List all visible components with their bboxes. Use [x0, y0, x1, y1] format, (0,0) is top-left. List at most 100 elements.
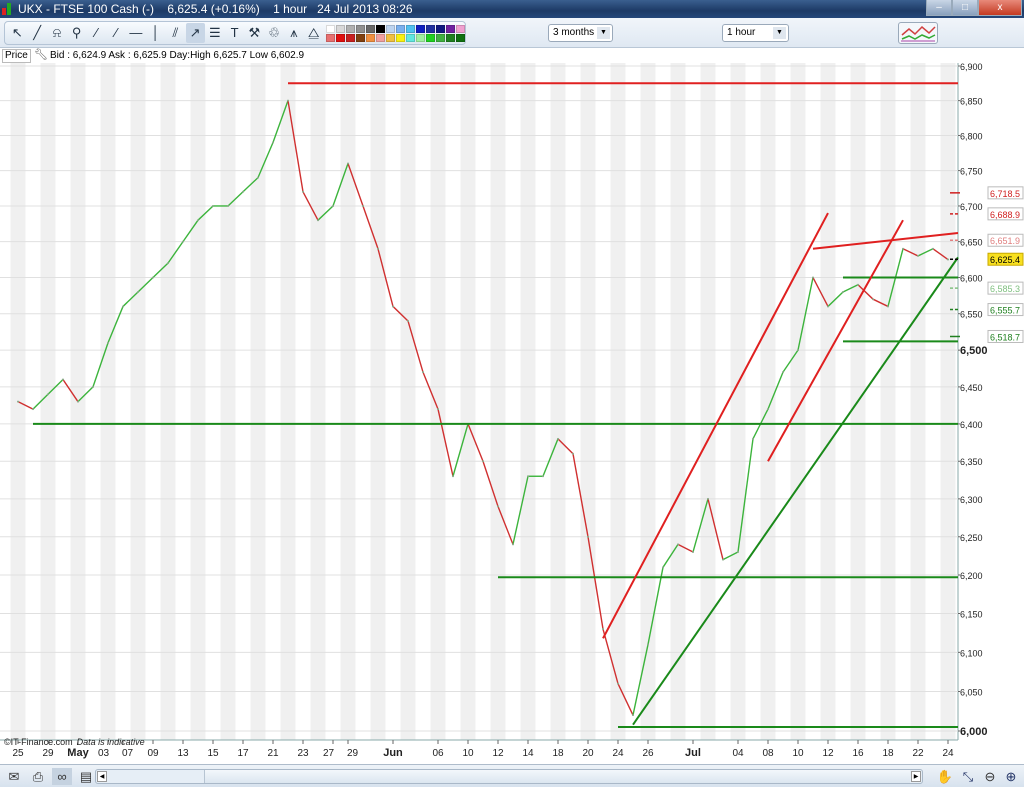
color-swatch[interactable]	[326, 24, 335, 33]
color-swatch[interactable]	[346, 33, 355, 42]
day-stripe	[640, 63, 656, 740]
trend-channel-icon[interactable]: ↗	[185, 23, 205, 43]
color-swatch[interactable]	[446, 24, 455, 33]
restore-button[interactable]: □	[952, 0, 978, 16]
indicators-button[interactable]	[898, 22, 938, 44]
price-segment	[347, 163, 364, 207]
export-icon[interactable]: ▤	[79, 769, 93, 784]
toolbar: ↖ ╱ ⍾ ⚲ ⁄ ∕ — │ ⫽ ↗ ☰ T ⚒ ♲ ⩚ ⧋ 3 months ▼ 1 hour ▼	[0, 18, 1024, 48]
text-icon[interactable]: T	[230, 25, 239, 40]
color-swatch[interactable]	[376, 33, 385, 42]
app-candlestick-icon	[2, 3, 14, 15]
color-swatch[interactable]	[336, 33, 345, 42]
x-tick-label: 23	[297, 748, 309, 759]
color-swatch[interactable]	[436, 24, 445, 33]
scroll-thumb[interactable]	[204, 770, 910, 783]
color-swatch[interactable]	[366, 24, 375, 33]
link-icon[interactable]: ∞	[52, 768, 72, 785]
price-segment	[572, 453, 589, 537]
print-icon[interactable]: ⎙	[32, 769, 44, 784]
price-chart[interactable]: 6,000 6,050 6,100 6,150 6,200 6,250 6,300 6,350…	[0, 63, 1024, 764]
pointer-icon[interactable]: ↖	[11, 25, 23, 40]
minimize-button[interactable]: –	[926, 0, 952, 16]
interval-select[interactable]: 1 hour ▼	[722, 24, 789, 42]
chart-scrollbar[interactable]: ◀ ▶	[95, 769, 923, 784]
color-swatch[interactable]	[436, 33, 445, 42]
color-swatch[interactable]	[356, 24, 365, 33]
wrench-icon[interactable]: 🔧︎	[34, 49, 48, 61]
parallel-lines-icon[interactable]: ⫽	[172, 25, 179, 40]
color-swatch[interactable]	[356, 33, 365, 42]
vertical-line-icon[interactable]: │	[151, 25, 160, 40]
price-point	[542, 475, 544, 478]
color-swatch[interactable]	[326, 33, 335, 42]
price-segment	[542, 438, 559, 477]
fibonacci-icon[interactable]: ☰	[209, 25, 221, 40]
color-swatch[interactable]	[446, 33, 455, 42]
color-swatch[interactable]	[416, 24, 425, 33]
magnifier-icon[interactable]: ⚲	[71, 25, 82, 40]
scroll-right-button[interactable]: ▶	[911, 771, 921, 782]
x-tick-label: 06	[432, 748, 444, 759]
color-swatch[interactable]	[386, 33, 395, 42]
price-segment	[422, 371, 439, 410]
price-segment	[197, 205, 214, 221]
zoom-out-icon[interactable]: ⊖	[984, 769, 996, 784]
trend-line-red-channel-upper	[767, 219, 904, 462]
price-point	[827, 305, 829, 308]
email-icon[interactable]: ✉	[8, 769, 20, 784]
trash-icon[interactable]: ♲	[268, 25, 280, 40]
zoom-in-icon[interactable]: ⊕	[1005, 769, 1017, 784]
y-tick-label: 6,050	[960, 688, 983, 698]
price-segment	[17, 401, 34, 410]
tools-icon[interactable]: ⚒	[248, 25, 261, 40]
y-tick-label: 6,650	[960, 238, 983, 248]
day-stripe	[790, 63, 806, 740]
period-value: 3 months	[553, 27, 595, 38]
price-label[interactable]: Price	[2, 49, 31, 63]
horizontal-line-icon[interactable]: —	[129, 25, 143, 40]
pattern-icon[interactable]: ⩚	[290, 25, 298, 40]
color-swatch[interactable]	[386, 24, 395, 33]
x-tick-label: 03	[98, 748, 110, 759]
y-tick-label: 6,400	[960, 420, 983, 430]
color-swatch[interactable]	[336, 24, 345, 33]
price-segment	[872, 298, 889, 308]
color-swatch[interactable]	[396, 33, 405, 42]
x-tick-label: 15	[207, 748, 219, 759]
color-swatch[interactable]	[406, 33, 415, 42]
period-select[interactable]: 3 months ▼	[548, 24, 613, 42]
auto-fit-icon[interactable]: ⤡	[962, 769, 974, 784]
drawing-tools: ↖ ╱ ⍾ ⚲ ⁄ ∕ — │ ⫽ ↗ ☰ T ⚒ ♲ ⩚ ⧋	[4, 21, 466, 45]
price-segment	[932, 248, 949, 261]
color-swatch[interactable]	[396, 24, 405, 33]
scroll-left-button[interactable]: ◀	[97, 771, 107, 782]
ruler-icon[interactable]: ╱	[33, 25, 42, 40]
alarm-icon[interactable]: ⍾	[52, 25, 62, 40]
color-swatch[interactable]	[366, 33, 375, 42]
price-segment	[737, 438, 754, 553]
color-swatch[interactable]	[456, 33, 465, 42]
segment-icon[interactable]: ∕	[115, 25, 118, 40]
color-swatch[interactable]	[346, 24, 355, 33]
color-swatch[interactable]	[456, 24, 465, 33]
x-tick-label: 08	[762, 748, 774, 759]
close-button[interactable]: x	[978, 0, 1022, 16]
triangle-pattern-icon[interactable]: ⧋	[307, 25, 320, 40]
price-segment	[92, 342, 109, 388]
line-icon[interactable]: ⁄	[95, 25, 98, 40]
color-swatch[interactable]	[376, 24, 385, 33]
color-swatch[interactable]	[426, 33, 435, 42]
color-swatch[interactable]	[406, 24, 415, 33]
color-swatch[interactable]	[416, 33, 425, 42]
day-stripe	[280, 63, 296, 740]
pan-hand-icon[interactable]: ✋	[936, 769, 954, 784]
price-point	[137, 290, 139, 293]
price-point	[752, 437, 754, 440]
price-segment	[722, 551, 739, 561]
y-tick-label: 6,750	[960, 167, 983, 177]
color-swatch[interactable]	[426, 24, 435, 33]
day-stripe	[160, 63, 176, 740]
price-segment	[617, 683, 634, 716]
price-point	[932, 247, 934, 250]
